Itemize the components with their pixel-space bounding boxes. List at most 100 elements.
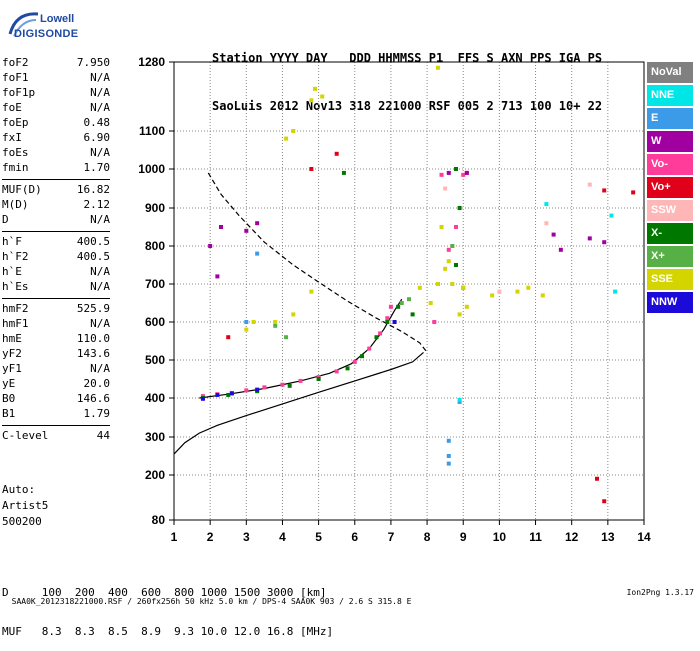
param-row: C-level 44 — [2, 429, 110, 444]
param-row: fmin 1.70 — [2, 161, 110, 176]
echo-point-w — [551, 232, 556, 237]
echo-point-vo- — [244, 388, 249, 393]
y-tick-label: 700 — [145, 277, 165, 291]
echo-point-vo- — [352, 359, 357, 364]
echo-point-sse — [461, 285, 466, 290]
param-name: C-level — [2, 429, 49, 442]
echo-point-x- — [457, 206, 462, 210]
echo-point-x- — [284, 335, 289, 340]
echo-point-vo- — [226, 335, 231, 340]
param-row: yF1 N/A — [2, 362, 110, 377]
echo-point-vo- — [602, 188, 607, 193]
echo-point-vo- — [454, 225, 458, 229]
y-tick-label: 900 — [145, 201, 165, 215]
param-value: N/A — [90, 213, 110, 226]
echo-point-ssw — [544, 221, 549, 226]
lowell-digisonde-logo: Lowell DIGISONDE — [6, 6, 79, 46]
echo-point-w — [602, 240, 607, 245]
echo-point-w — [446, 170, 451, 175]
x-tick-label: 6 — [351, 530, 358, 544]
echo-point-vo- — [334, 151, 339, 156]
param-value: N/A — [90, 317, 110, 330]
param-value: 1.70 — [83, 161, 111, 174]
param-name: M(D) — [2, 198, 29, 211]
auto-program: Artist5 — [2, 499, 49, 512]
echo-point-sse — [309, 289, 314, 294]
x-tick-label: 1 — [171, 530, 178, 544]
auto-version: 500200 — [2, 515, 42, 528]
y-tick-label: 500 — [145, 353, 165, 367]
y-tick-label: 600 — [145, 315, 165, 329]
x-tick-label: 4 — [279, 530, 286, 544]
echo-point-x- — [345, 366, 350, 371]
param-row: yF2 143.6 — [2, 347, 110, 362]
echo-point-nnw — [255, 387, 260, 392]
param-value: 110.0 — [76, 332, 110, 345]
param-name: h`Es — [2, 280, 29, 293]
y-tick-label: 200 — [145, 468, 165, 482]
echo-point-e — [255, 251, 260, 256]
echo-point-sse — [313, 86, 317, 91]
param-row: D N/A — [2, 213, 110, 228]
param-row: foEp 0.48 — [2, 116, 110, 131]
x-tick-label: 13 — [601, 530, 615, 544]
autoscaling-info: Auto: Artist5 500200 — [2, 482, 48, 530]
legend-item-nnw: NNW — [647, 292, 693, 313]
echo-point-x- — [273, 323, 278, 328]
param-name: fxI — [2, 131, 22, 144]
echo-point-sse — [446, 259, 451, 264]
param-name: yF2 — [2, 347, 22, 360]
echo-point-w — [219, 225, 223, 229]
echo-point-x- — [374, 335, 379, 340]
param-name: h`F2 — [2, 250, 29, 263]
y-tick-label: 400 — [145, 391, 165, 405]
logo-line2: DIGISONDE — [14, 28, 79, 40]
echo-point-x- — [360, 354, 364, 359]
echo-point-ssw — [587, 182, 592, 187]
echo-point-sse — [251, 320, 256, 324]
echo-point-x- — [454, 167, 458, 171]
param-name: foF1 — [2, 71, 29, 84]
legend-item-x-: X- — [647, 223, 693, 244]
param-value: 7.950 — [76, 56, 110, 69]
y-tick-label: 800 — [145, 239, 165, 253]
echo-point-sse — [428, 301, 433, 305]
param-value: 400.5 — [76, 235, 110, 248]
echo-point-vo- — [602, 499, 607, 504]
echo-point-x- — [396, 304, 401, 309]
echo-point-vo- — [461, 172, 466, 177]
profile-line — [207, 172, 428, 353]
legend-item-w: W — [647, 131, 693, 152]
legend-item-vo-: Vo- — [647, 154, 693, 175]
param-value: 146.6 — [76, 392, 110, 405]
param-name: h`F — [2, 235, 22, 248]
echo-point-sse — [244, 327, 249, 332]
param-name: h`E — [2, 265, 22, 278]
param-name: foF2 — [2, 56, 29, 69]
param-value: N/A — [90, 362, 110, 375]
param-separator — [2, 298, 110, 299]
param-row: foEs N/A — [2, 146, 110, 161]
echo-point-vo- — [595, 476, 599, 481]
logo-line1: Lowell — [40, 13, 75, 25]
x-tick-label: 9 — [460, 530, 467, 544]
legend-item-x-: X+ — [647, 246, 693, 267]
param-value: 20.0 — [83, 377, 111, 390]
y-tick-label: 80 — [152, 513, 166, 527]
param-name: yE — [2, 377, 16, 390]
param-name: hmF2 — [2, 302, 29, 315]
echo-point-nne — [609, 213, 614, 218]
profile-line — [199, 298, 403, 399]
echo-point-sse — [291, 129, 296, 133]
echo-point-sse — [526, 285, 531, 290]
echo-point-x- — [407, 297, 411, 302]
legend-item-sse: SSE — [647, 269, 693, 290]
echo-point-sse — [457, 312, 462, 317]
param-row: hmF1 N/A — [2, 317, 110, 332]
echo-point-ssw — [443, 186, 448, 191]
echo-point-sse — [450, 282, 455, 286]
echo-point-e — [244, 320, 249, 324]
param-name: hmF1 — [2, 317, 29, 330]
x-tick-label: 7 — [388, 530, 395, 544]
echo-point-nnw — [229, 391, 234, 396]
